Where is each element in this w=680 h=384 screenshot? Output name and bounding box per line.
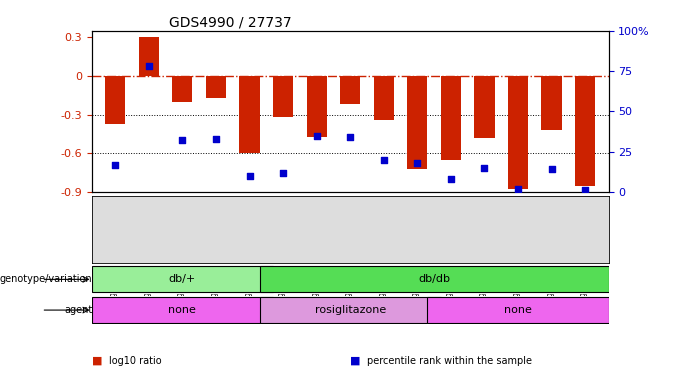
Point	[378, 157, 389, 163]
Text: percentile rank within the sample: percentile rank within the sample	[367, 356, 532, 366]
Text: log10 ratio: log10 ratio	[109, 356, 161, 366]
Bar	[172, 76, 192, 102]
Text: agent: agent	[64, 305, 92, 315]
Bar	[340, 76, 360, 104]
Bar	[575, 76, 595, 185]
Point	[412, 160, 423, 166]
Bar	[92, 297, 273, 323]
Point	[546, 166, 557, 172]
Point	[345, 134, 356, 140]
Point	[110, 162, 121, 168]
Text: db/+: db/+	[169, 274, 196, 285]
Point	[244, 173, 255, 179]
Text: rosiglitazone: rosiglitazone	[315, 305, 386, 315]
Point	[177, 137, 188, 144]
Text: none: none	[169, 305, 197, 315]
Bar	[273, 76, 293, 117]
Bar	[260, 297, 441, 323]
Bar	[441, 76, 461, 160]
Bar	[428, 297, 609, 323]
Point	[513, 186, 524, 192]
Bar	[508, 76, 528, 189]
Text: genotype/variation: genotype/variation	[0, 274, 92, 285]
Bar	[475, 76, 494, 138]
Bar	[206, 76, 226, 98]
Point	[579, 187, 590, 194]
Text: none: none	[504, 305, 532, 315]
Bar	[541, 76, 562, 130]
Point	[211, 136, 222, 142]
Bar	[407, 76, 428, 169]
Point	[479, 165, 490, 171]
Text: ■: ■	[350, 356, 360, 366]
Bar	[307, 76, 326, 137]
Bar	[260, 266, 609, 292]
Text: ■: ■	[92, 356, 102, 366]
Bar	[92, 266, 273, 292]
Point	[143, 63, 154, 69]
Point	[277, 170, 288, 176]
Bar	[105, 76, 125, 124]
Point	[311, 132, 322, 139]
Bar	[139, 37, 159, 76]
Text: db/db: db/db	[418, 274, 450, 285]
Text: GDS4990 / 27737: GDS4990 / 27737	[169, 16, 292, 30]
Bar	[239, 76, 260, 153]
Bar	[374, 76, 394, 120]
Point	[445, 176, 456, 182]
